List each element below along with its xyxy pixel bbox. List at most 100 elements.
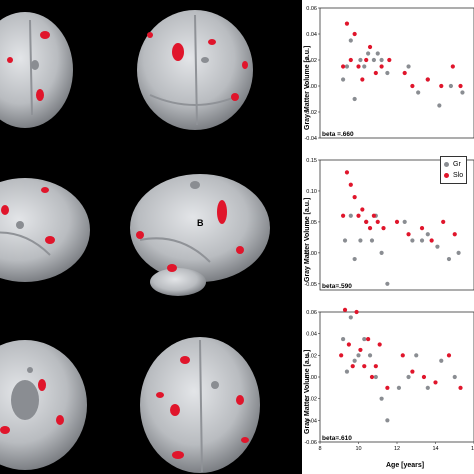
data-point-gr — [446, 256, 452, 262]
x-tick-label: 10 — [355, 446, 361, 452]
data-point-gr — [352, 96, 357, 102]
y-tick-label: 0.05 — [306, 220, 317, 226]
legend-label-slo: Slo — [453, 172, 464, 179]
data-point-gr — [371, 57, 376, 63]
data-point-gr — [419, 238, 425, 243]
data-point-gr — [385, 70, 390, 76]
y-tick-label: -0.05 — [304, 282, 317, 288]
data-point-gr — [437, 103, 442, 108]
brain-renderings-panel: B — [0, 0, 302, 474]
data-point-gr — [416, 90, 421, 95]
data-point-slo — [400, 353, 405, 358]
y-tick-label: 0.04 — [306, 32, 317, 38]
legend-swatch-slo — [444, 173, 449, 178]
data-point-gr — [366, 51, 371, 56]
data-point-gr — [396, 385, 402, 390]
beta-label-d: beta=.610 — [322, 435, 352, 442]
beta-label-b: beta =.660 — [322, 131, 354, 138]
data-point-slo — [394, 219, 400, 225]
data-point-slo — [367, 225, 373, 231]
data-point-slo — [356, 213, 361, 218]
data-point-slo — [429, 238, 434, 243]
data-point-slo — [446, 353, 452, 358]
data-point-gr — [375, 51, 380, 56]
data-point-slo — [381, 225, 386, 231]
data-point-gr — [341, 336, 346, 342]
data-point-slo — [350, 364, 355, 369]
panel-letter-d: D — [294, 306, 302, 318]
data-point-gr — [369, 238, 375, 243]
data-point-slo — [379, 64, 384, 69]
data-point-slo — [356, 64, 361, 69]
y-axis-label-d: Gray Matter Volume [a.u.] — [304, 349, 311, 434]
data-point-gr — [362, 64, 367, 69]
data-point-slo — [344, 21, 350, 26]
y-tick-label: 0.02 — [306, 353, 317, 359]
x-tick-label: 8 — [318, 446, 321, 452]
data-point-slo — [339, 353, 344, 358]
data-point-gr — [460, 90, 465, 95]
data-point-gr — [406, 374, 411, 380]
data-point-slo — [341, 213, 346, 218]
plot-frame — [319, 311, 474, 443]
y-tick-label: 0.06 — [306, 6, 317, 12]
data-point-gr — [435, 244, 440, 249]
y-tick-label: 0.04 — [306, 332, 317, 338]
data-point-slo — [360, 207, 365, 212]
y-tick-label: 0.00 — [306, 375, 317, 381]
data-point-slo — [346, 342, 351, 347]
y-axis-label-b: Gray Matter Volume [a.u.] — [304, 45, 311, 130]
data-point-gr — [358, 57, 363, 63]
data-point-slo — [402, 70, 407, 76]
activation-clusters — [0, 31, 249, 459]
scatter-plot-d: 0.06 0.04 0.02 0.00 -0.02 -0.04 -0.068 10 12 14 16… — [292, 304, 474, 452]
beta-label-c: beta=.590 — [322, 283, 352, 290]
data-point-gr — [348, 38, 353, 43]
data-point-slo — [373, 70, 378, 76]
data-point-slo — [348, 57, 353, 63]
data-point-gr — [406, 64, 411, 69]
data-point-gr — [425, 385, 430, 390]
brain-view-ventral — [0, 340, 87, 470]
y-tick-label: -0.04 — [304, 136, 317, 142]
panel-letter-b: B — [294, 2, 302, 14]
data-point-slo — [367, 44, 373, 50]
data-point-gr — [448, 83, 453, 89]
data-point-gr — [385, 418, 390, 423]
data-point-slo — [433, 380, 438, 385]
scatter-plot-b: 0.06 0.04 0.02 0.00 -0.02 -0.04 B beta =.660 … — [292, 0, 474, 144]
data-point-gr — [439, 358, 444, 363]
data-point-gr — [358, 238, 363, 243]
data-point-gr — [402, 219, 407, 225]
data-point-slo — [360, 77, 365, 82]
data-point-gr — [356, 353, 361, 358]
data-point-slo — [341, 64, 346, 69]
data-point-slo — [450, 64, 455, 69]
data-point-slo — [410, 369, 415, 374]
x-tick-label: 14 — [432, 446, 438, 452]
data-point-slo — [366, 336, 371, 342]
data-point-gr — [425, 232, 430, 237]
data-point-gr — [342, 238, 348, 243]
y-tick-label: 0.00 — [306, 251, 317, 257]
brain-view-posterior-left — [0, 12, 73, 128]
legend-item-gr: Gr — [444, 159, 463, 170]
data-point-slo — [375, 219, 380, 225]
data-point-slo — [364, 219, 369, 225]
y-tick-label: 0.02 — [306, 58, 317, 64]
data-point-slo — [377, 342, 382, 347]
data-point-gr — [341, 77, 346, 82]
plot-frame — [319, 7, 474, 139]
data-point-slo — [439, 83, 444, 89]
scatter-plot-c: 0.15 0.10 0.05 0.00 -0.05 C beta=.590 Gray M… — [292, 152, 474, 296]
y-tick-label: -0.06 — [304, 440, 317, 446]
y-tick-label: 0.15 — [306, 158, 317, 164]
data-point-gr — [452, 374, 457, 380]
legend: Gr Slo — [440, 156, 468, 184]
data-point-slo — [369, 374, 375, 380]
data-point-slo — [354, 309, 359, 315]
data-point-gr — [379, 250, 384, 255]
data-point-gr — [414, 353, 419, 358]
data-point-slo — [344, 170, 350, 175]
brain-view-dorsal — [140, 337, 260, 473]
